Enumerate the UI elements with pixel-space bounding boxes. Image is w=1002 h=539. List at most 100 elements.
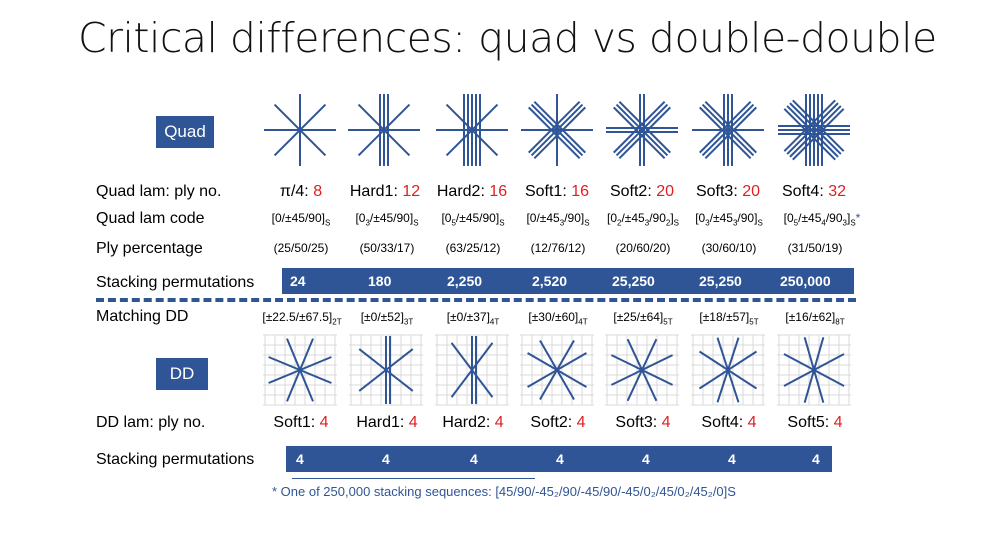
quad-ply-soft3: Soft3: 20: [686, 183, 770, 201]
quad-name: Soft2:: [609, 183, 657, 200]
quad-ply-count: 16: [489, 183, 508, 200]
hard2-star-icon: [436, 94, 508, 166]
dd-ply-count: 4: [833, 414, 843, 431]
dd-perm-5: 4: [642, 451, 650, 467]
quad-code-text: [0: [695, 211, 706, 225]
ply-line: [357, 103, 411, 157]
soft4-star-icon: [778, 94, 850, 166]
dd-name: Soft2:: [530, 414, 577, 431]
quad-ply-soft2: Soft2: 20: [600, 183, 684, 201]
dd-ply-count: 4: [661, 414, 671, 431]
matching-dd-6: [±18/±57]5T: [686, 310, 772, 326]
dd-soft4-icon: [691, 334, 765, 406]
dd-code: [±16/±62]: [785, 310, 836, 324]
matching-dd-4: [±30/±60]4T: [515, 310, 601, 326]
ply-pct-soft1: (12/76/12): [530, 241, 586, 255]
dd-code-sub: 5T: [749, 317, 759, 327]
quad-code-hard1: [03/±45/90]S: [355, 211, 419, 228]
ply-line: [704, 101, 757, 154]
ply-line: [699, 106, 752, 159]
hard1-star-icon: [348, 94, 420, 166]
dd-ply-soft1: Soft1: 4: [258, 414, 344, 432]
dd-ply-soft2: Soft2: 4: [515, 414, 601, 432]
quad-code-hard2: [05/±45/90]S: [441, 211, 505, 228]
dd-ply-line: [268, 356, 332, 384]
page-title: Critical differences: quad vs double-dou…: [78, 14, 937, 62]
quad-code-pi4: [0/±45/90]S: [271, 211, 331, 228]
dd-ply-soft3: Soft3: 4: [600, 414, 686, 432]
dd-perm-4: 4: [556, 451, 564, 467]
dd-ply-soft4: Soft4: 4: [686, 414, 772, 432]
ply-line: [528, 106, 581, 159]
dd-soft5-icon: [777, 334, 851, 406]
dd-code: [±30/±60]: [528, 310, 579, 324]
quad-ply-count: 20: [742, 183, 761, 200]
quad-code-soft2: [02/±453/902]S: [606, 211, 680, 228]
matching-dd-3: [±0/±37]4T: [430, 310, 516, 326]
dd-code-sub: 3T: [403, 317, 414, 327]
quad-ply-count: 8: [313, 183, 323, 200]
dd-hard1-icon: [349, 334, 423, 406]
dd-badge: DD: [156, 358, 208, 390]
ply-line: [783, 108, 836, 161]
quad-code-text: [0: [441, 211, 452, 225]
dd-ply-line: [527, 352, 587, 388]
dd-ply-count: 4: [408, 414, 418, 431]
dd-perm-1: 4: [296, 451, 304, 467]
dd-perm-3: 4: [470, 451, 478, 467]
dd-ply-count: 4: [494, 414, 504, 431]
ply-pct-soft3: (30/60/10): [701, 241, 757, 255]
dd-code: [±18/±57]: [699, 310, 750, 324]
dd-name: Soft5:: [787, 414, 834, 431]
quad-ply-hard2: Hard2: 16: [430, 183, 514, 201]
dd-ply-line: [611, 354, 673, 386]
quad-name: Soft3:: [695, 183, 743, 200]
quad-ply-count: 32: [828, 183, 847, 200]
quad-ply-no-label: Quad lam: ply no.: [96, 183, 222, 200]
quad-ply-count: 12: [402, 183, 421, 200]
dd-code: [±0/±37]: [446, 310, 490, 324]
dd-soft3-icon: [605, 334, 679, 406]
quad-ply-hard1: Hard1: 12: [344, 183, 426, 201]
dd-ply-hard1: Hard1: 4: [344, 414, 430, 432]
ply-percentage-label: Ply percentage: [96, 240, 203, 257]
dd-permutations-bar: 4 4 4 4 4 4 4: [286, 446, 832, 472]
quad-name: Soft4:: [781, 183, 829, 200]
dd-ply-line: [698, 350, 758, 390]
matching-dd-label: Matching DD: [96, 308, 189, 325]
quad-perm-soft4: 250,000: [780, 273, 831, 289]
ply-line: [530, 103, 584, 157]
dd-soft2-icon: [520, 334, 594, 406]
dd-code: [±22.5/±67.5]: [262, 310, 333, 324]
stacking-permutations-label: Stacking permutations: [96, 274, 255, 291]
dd-name: Hard1:: [356, 414, 409, 431]
dd-name: Hard2:: [442, 414, 495, 431]
ply-line: [786, 102, 839, 155]
dd-ply-hard2: Hard2: 4: [430, 414, 516, 432]
ply-line: [701, 103, 755, 157]
dd-ply-line: [783, 353, 845, 387]
quad-ply-pi4: π/4: 8: [263, 183, 339, 201]
dd-hard2-icon: [435, 334, 509, 406]
dd-perm-6: 4: [728, 451, 736, 467]
ply-line: [786, 105, 839, 158]
footnote-star: *: [855, 211, 861, 225]
ply-pct-pi4: (25/50/25): [273, 241, 329, 255]
ply-line: [789, 105, 842, 158]
quad-name: Hard2:: [436, 183, 490, 200]
dd-code-sub: 8T: [835, 317, 845, 327]
ply-pct-hard1: (50/33/17): [359, 241, 415, 255]
dd-ply-line: [450, 342, 494, 398]
quad-perm-soft2: 25,250: [612, 273, 655, 289]
quad-name: Hard1:: [349, 183, 403, 200]
dd-stacking-permutations-label: Stacking permutations: [96, 451, 255, 468]
quad-perm-hard1: 180: [368, 273, 392, 289]
ply-line: [273, 103, 327, 157]
dd-ply-soft5: Soft5: 4: [772, 414, 858, 432]
quad-badge: Quad: [156, 116, 214, 148]
dd-code: [±0/±52]: [360, 310, 404, 324]
quad-ply-count: 16: [571, 183, 590, 200]
matching-dd-7: [±16/±62]8T: [772, 310, 858, 326]
dd-ply-no-label: DD lam: ply no.: [96, 414, 206, 431]
ply-line: [615, 103, 669, 157]
